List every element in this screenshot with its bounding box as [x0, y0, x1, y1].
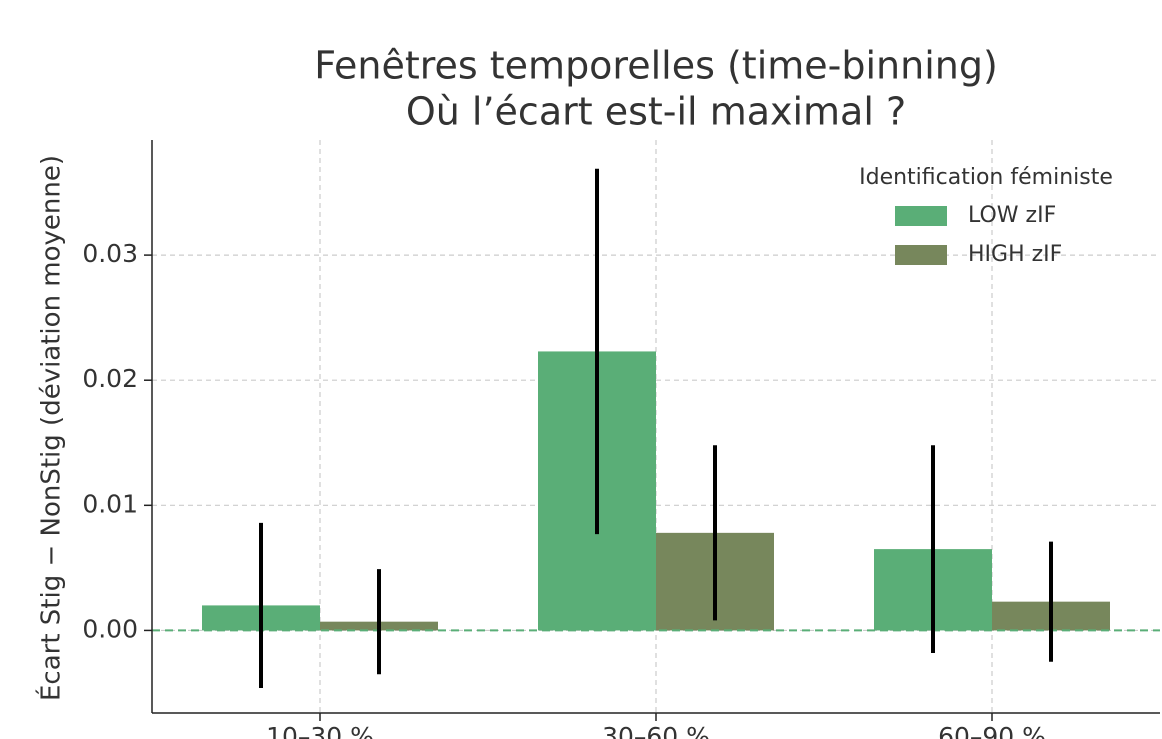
chart-title: Fenêtres temporelles (time-binning) [314, 44, 998, 88]
x-tick-label: 10–30 % [266, 722, 374, 739]
y-tick-label: 0.03 [82, 239, 138, 268]
legend-label: HIGH zIF [968, 242, 1062, 267]
legend-swatch [895, 245, 947, 265]
legend-swatch [895, 206, 947, 226]
y-tick-label: 0.02 [82, 364, 138, 393]
legend-title: Identification féministe [859, 165, 1113, 190]
x-tick-label: 60–90 % [938, 722, 1046, 739]
y-tick-label: 0.01 [82, 489, 138, 518]
chart-title: Où l’écart est-il maximal ? [406, 90, 906, 134]
y-tick-label: 0.00 [82, 614, 138, 643]
x-tick-label: 30–60 % [602, 722, 710, 739]
legend-label: LOW zIF [968, 203, 1056, 228]
y-axis-label: Écart Stig − NonStig (déviation moyenne) [35, 155, 67, 701]
